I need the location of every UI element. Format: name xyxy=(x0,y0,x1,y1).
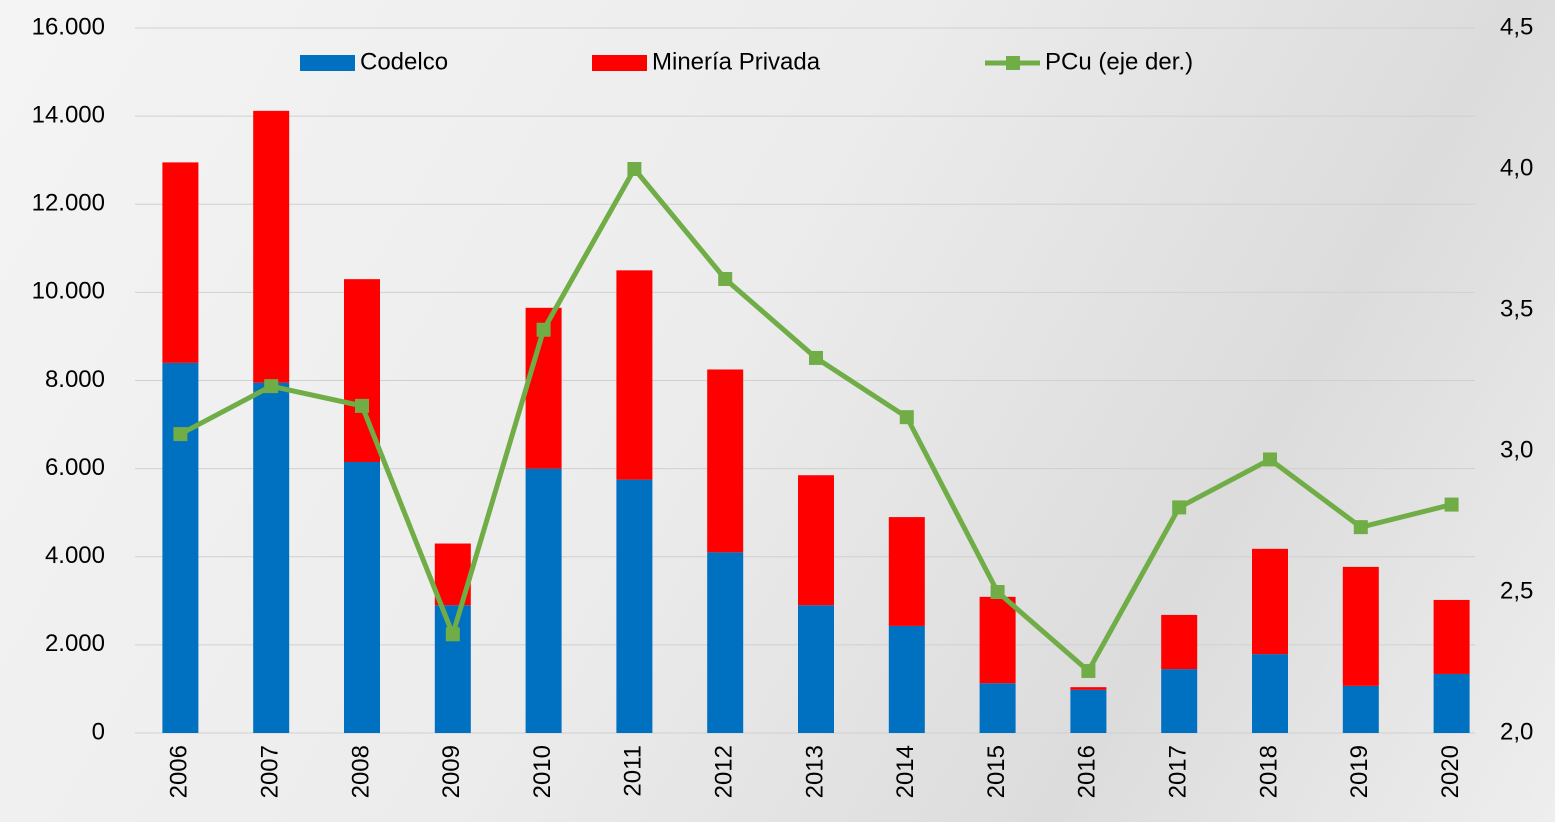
x-tick-label: 2009 xyxy=(438,745,465,798)
y2-tick-label: 2,5 xyxy=(1500,577,1533,604)
legend-label: PCu (eje der.) xyxy=(1045,48,1193,75)
line-marker xyxy=(537,323,551,337)
line-marker xyxy=(264,379,278,393)
y-tick-label: 14.000 xyxy=(32,101,105,128)
y2-tick-label: 3,5 xyxy=(1500,295,1533,322)
bar xyxy=(707,369,743,552)
bar xyxy=(1343,686,1379,733)
legend-label: Codelco xyxy=(360,48,448,75)
bar xyxy=(253,111,289,383)
line-marker xyxy=(1081,664,1095,678)
bar xyxy=(344,462,380,733)
bar xyxy=(1070,687,1106,690)
bar xyxy=(435,605,471,733)
bar xyxy=(162,162,198,362)
line-marker xyxy=(1445,498,1459,512)
bar xyxy=(526,469,562,733)
y-tick-label: 0 xyxy=(92,718,105,745)
y2-tick-label: 4,0 xyxy=(1500,154,1533,181)
bar xyxy=(1252,549,1288,654)
bar xyxy=(1434,600,1470,674)
bar xyxy=(1161,615,1197,669)
x-tick-label: 2017 xyxy=(1165,745,1192,798)
bar xyxy=(980,683,1016,733)
y-tick-label: 2.000 xyxy=(45,630,105,657)
bar xyxy=(1434,674,1470,733)
x-tick-label: 2019 xyxy=(1346,745,1373,798)
x-tick-label: 2015 xyxy=(983,745,1010,798)
y2-tick-label: 4,5 xyxy=(1500,13,1533,40)
line-marker xyxy=(718,272,732,286)
bar xyxy=(1070,690,1106,733)
x-tick-label: 2010 xyxy=(529,745,556,798)
legend-swatch xyxy=(592,55,647,71)
x-tick-label: 2006 xyxy=(166,745,193,798)
bar xyxy=(798,605,834,733)
x-tick-label: 2013 xyxy=(801,745,828,798)
bar xyxy=(162,363,198,733)
line-marker xyxy=(446,627,460,641)
line-marker xyxy=(1263,452,1277,466)
line-marker xyxy=(1172,500,1186,514)
line-marker xyxy=(991,585,1005,599)
line-marker xyxy=(900,410,914,424)
x-tick-label: 2007 xyxy=(257,745,284,798)
x-tick-label: 2018 xyxy=(1255,745,1282,798)
y2-tick-label: 2,0 xyxy=(1500,718,1533,745)
bar xyxy=(253,383,289,733)
y-tick-label: 16.000 xyxy=(32,13,105,40)
legend-swatch xyxy=(300,55,355,71)
x-tick-label: 2020 xyxy=(1437,745,1464,798)
line-marker xyxy=(173,427,187,441)
bar xyxy=(616,270,652,479)
x-tick-label: 2011 xyxy=(620,745,647,797)
x-tick-label: 2008 xyxy=(347,745,374,798)
line-marker xyxy=(809,351,823,365)
bar xyxy=(889,626,925,733)
chart: 0 2.000 4.000 6.000 8.000 10.000 12.000 14.000 1… xyxy=(0,0,1555,822)
line-marker xyxy=(355,399,369,413)
line-marker xyxy=(1354,520,1368,534)
legend-swatch xyxy=(1006,56,1020,70)
bar xyxy=(889,517,925,626)
y-tick-label: 8.000 xyxy=(45,366,105,393)
bar xyxy=(616,480,652,733)
bar xyxy=(1252,654,1288,733)
bar xyxy=(1161,669,1197,733)
x-tick-label: 2012 xyxy=(711,745,738,798)
legend-label: Minería Privada xyxy=(652,48,821,75)
line-marker xyxy=(627,162,641,176)
x-tick-label: 2016 xyxy=(1074,745,1101,798)
y-tick-label: 6.000 xyxy=(45,454,105,481)
bar xyxy=(798,475,834,605)
x-tick-label: 2014 xyxy=(892,745,919,798)
y-tick-label: 12.000 xyxy=(32,190,105,217)
bar xyxy=(980,597,1016,683)
bar xyxy=(707,552,743,733)
y-tick-label: 4.000 xyxy=(45,542,105,569)
y2-tick-label: 3,0 xyxy=(1500,436,1533,463)
bar xyxy=(1343,567,1379,686)
y-tick-label: 10.000 xyxy=(32,278,105,305)
